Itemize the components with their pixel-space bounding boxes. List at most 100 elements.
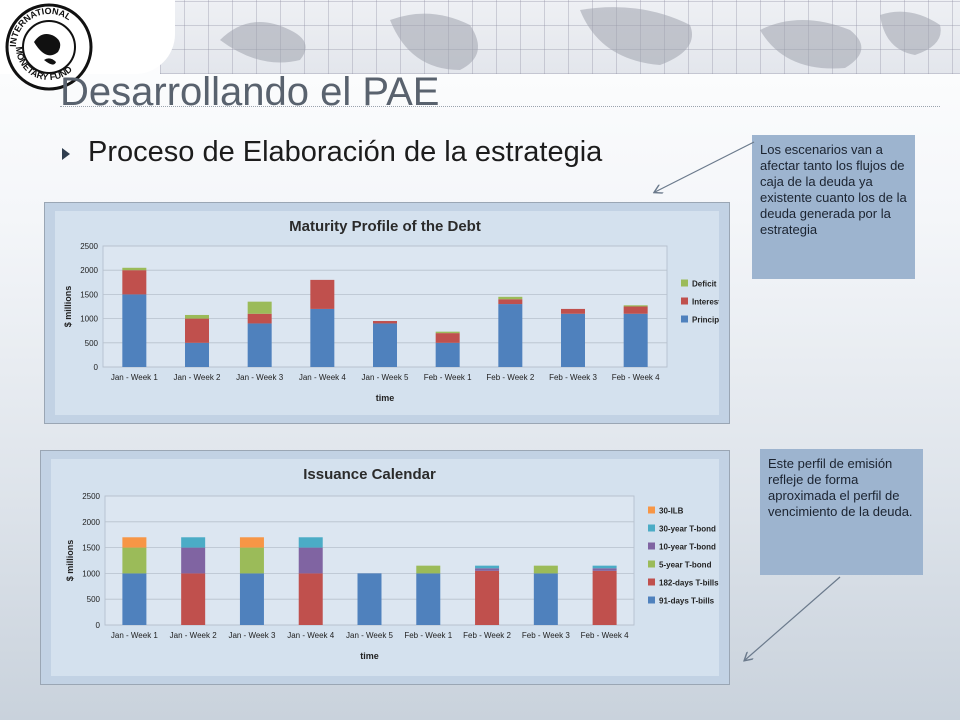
y-tick-label: 1500 (80, 290, 98, 299)
issuance-chart-panel: Issuance Calendar 0 500 1000 1500 2000 2500 $ m… (40, 450, 730, 685)
slide-title: Desarrollando el PAE (60, 70, 440, 114)
bar-segment (592, 565, 617, 569)
bar-segment (475, 568, 500, 571)
bar-segment (247, 313, 272, 324)
bar-segment (435, 342, 460, 367)
bar-segment (181, 573, 206, 625)
bar-segment (310, 308, 335, 367)
bar-segment (247, 323, 272, 367)
bullet-text: Proceso de Elaboración de la estrategia (88, 136, 603, 168)
bar-segment (475, 565, 500, 569)
pointer-arrow-top (655, 141, 755, 192)
x-tick-label: Feb - Week 4 (581, 631, 629, 640)
y-tick-label: 1000 (82, 569, 100, 578)
bar-segment (247, 301, 272, 314)
x-tick-label: Jan - Week 4 (287, 631, 335, 640)
bar-segment (533, 565, 558, 574)
imf-logo: INTERNATIONAL MONETARY FUND (5, 3, 93, 91)
x-tick-label: Jan - Week 5 (346, 631, 394, 640)
x-axis-label: time (376, 393, 395, 403)
bar-segment (357, 573, 382, 625)
bar-segment (122, 294, 147, 367)
bar-segment (122, 267, 147, 271)
y-tick-label: 500 (85, 339, 99, 348)
bar-segment (122, 537, 147, 548)
legend-swatch (681, 315, 688, 323)
x-axis-label: time (360, 651, 379, 661)
legend-swatch (648, 596, 655, 604)
x-tick-label: Jan - Week 3 (228, 631, 276, 640)
bar-segment (498, 299, 523, 305)
bar-segment (181, 537, 206, 548)
legend-label: 182-days T-bills (659, 579, 719, 588)
y-axis-label: $ millions (65, 540, 75, 582)
bar-segment (239, 573, 264, 625)
bar-segment (623, 306, 648, 314)
y-tick-label: 1000 (80, 315, 98, 324)
bar-segment (373, 321, 397, 324)
issuance-calendar-chart: Issuance Calendar 0 500 1000 1500 2000 2500 $ m… (65, 466, 719, 661)
bar-segment (416, 565, 441, 574)
legend-label: 30-year T-bond (659, 525, 716, 534)
x-tick-label: Feb - Week 3 (522, 631, 570, 640)
bar-segment (623, 313, 648, 367)
bar-segment (475, 570, 500, 625)
legend-swatch (648, 524, 655, 532)
y-tick-label: 0 (94, 363, 99, 372)
bar-segment (498, 304, 523, 367)
legend-label: 5-year T-bond (659, 561, 712, 570)
x-tick-label: Jan - Week 2 (174, 373, 222, 382)
bar-segment (592, 568, 617, 571)
logo-area: INTERNATIONAL MONETARY FUND (0, 0, 175, 91)
bullet-arrow-icon (62, 148, 70, 160)
legend-label: 91-days T-bills (659, 597, 715, 606)
issuance-chart-area: Issuance Calendar 0 500 1000 1500 2000 2500 $ m… (51, 459, 719, 676)
legend-label: 10-year T-bond (659, 543, 716, 552)
bar-segment (435, 331, 460, 334)
callout-scenarios: Los escenarios van a afectar tanto los f… (752, 135, 915, 279)
legend-swatch (648, 542, 655, 550)
legend-swatch (648, 560, 655, 568)
x-tick-label: Jan - Week 1 (111, 631, 159, 640)
bar-segment (623, 305, 648, 307)
x-tick-label: Feb - Week 1 (404, 631, 452, 640)
y-tick-label: 0 (96, 621, 101, 630)
world-map-banner (160, 0, 960, 74)
y-tick-label: 500 (87, 595, 101, 604)
bar-segment (185, 342, 209, 367)
legend-label: Principal (692, 316, 719, 325)
legend-label: 30-ILB (659, 507, 684, 516)
bar-segment (185, 314, 209, 319)
legend-swatch (648, 578, 655, 586)
bar-segment (298, 537, 323, 548)
bar-segment (122, 547, 147, 574)
bar-segment (122, 573, 147, 625)
world-map-graphic (220, 7, 941, 71)
x-tick-label: Feb - Week 2 (463, 631, 511, 640)
x-tick-label: Jan - Week 5 (362, 373, 410, 382)
legend-label: Interest (692, 298, 719, 307)
bar-segment (533, 573, 558, 625)
x-tick-label: Feb - Week 1 (424, 373, 472, 382)
x-tick-label: Feb - Week 4 (612, 373, 660, 382)
legend-swatch (648, 506, 655, 514)
bar-segment (298, 547, 323, 574)
bar-segment (592, 570, 617, 625)
bar-segment (373, 323, 397, 367)
legend-swatch (681, 297, 688, 305)
maturity-chart-area: Maturity Profile of the Debt 0 500 1000 1500… (55, 211, 726, 415)
bar-segment (435, 333, 460, 343)
legend-swatch (681, 279, 688, 287)
bar-segment (185, 318, 209, 343)
maturity-profile-chart: Maturity Profile of the Debt 0 500 1000 1500… (63, 218, 726, 403)
bar-segment (416, 573, 441, 625)
bar-segment (298, 573, 323, 625)
y-tick-label: 2500 (82, 492, 100, 501)
callout-issuance: Este perfil de emisión refleje de forma … (760, 449, 923, 575)
chart-title: Maturity Profile of the Debt (289, 218, 481, 235)
title-divider (60, 106, 940, 107)
maturity-chart-panel: Maturity Profile of the Debt 0 500 1000 1500… (44, 202, 730, 424)
y-axis-label: $ millions (63, 286, 73, 328)
x-tick-label: Feb - Week 3 (549, 373, 597, 382)
x-tick-label: Jan - Week 3 (236, 373, 284, 382)
